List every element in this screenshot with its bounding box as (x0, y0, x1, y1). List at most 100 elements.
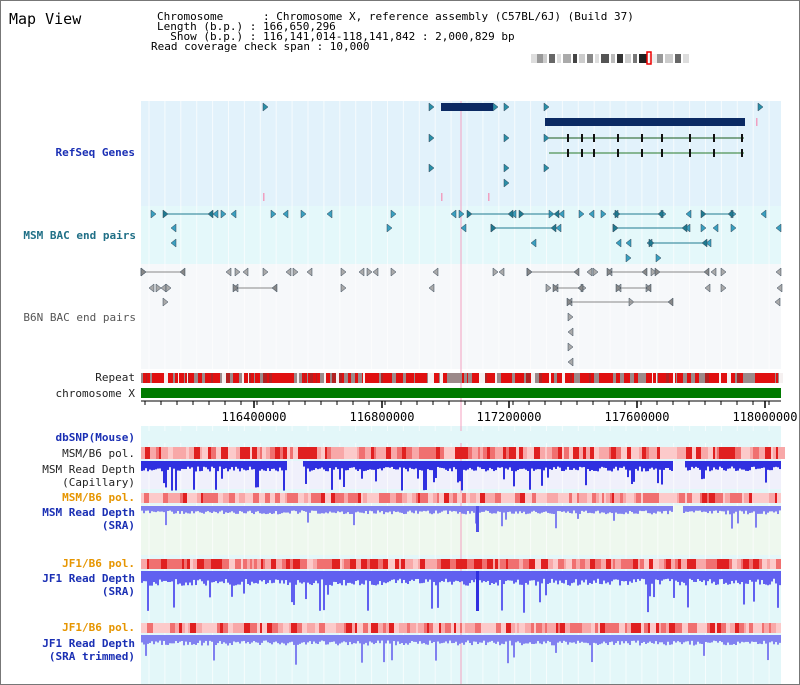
jf1-sra-depth-bar (351, 571, 353, 584)
msm-sra-depth-bar (563, 506, 565, 512)
msm-capillary-depth-bar (303, 461, 305, 467)
msm-sra-depth-bar (209, 506, 211, 513)
msm-sra-depth-bar (383, 506, 385, 515)
repeat-segment (530, 373, 531, 383)
jf1-b6-pol-2-strip (635, 623, 641, 633)
jf1-trimmed-depth-bar (425, 635, 427, 645)
jf1-trimmed-depth-bar (651, 635, 653, 643)
jf1-trimmed-depth-bar (161, 635, 163, 645)
jf1-trimmed-depth-bar (465, 635, 467, 643)
jf1-sra-depth-bar (673, 571, 675, 598)
feature-arrow (685, 209, 692, 219)
msm-capillary-depth-bar (769, 461, 771, 471)
msm-b6-pol-1-strip (527, 447, 530, 459)
msm-sra-depth-bar (365, 506, 367, 511)
jf1-b6-pol-1-strip (553, 559, 558, 569)
repeat-segment (290, 373, 292, 383)
msm-capillary-depth-bar (231, 461, 233, 468)
feature-arrow (262, 267, 269, 277)
jf1-b6-pol-2-strip (252, 623, 257, 633)
track-label-msm-depth-sra[interactable]: MSM Read Depth (SRA) (42, 506, 135, 532)
ideogram-band (649, 54, 657, 63)
jf1-sra-depth-bar (291, 571, 293, 603)
repeat-segment (495, 373, 497, 383)
msm-capillary-depth-bar (237, 461, 239, 469)
jf1-trimmed-depth-bar (421, 635, 423, 644)
track-label-jf1-depth-trimmed[interactable]: JF1 Read Depth (SRA trimmed) (42, 637, 135, 663)
jf1-trimmed-depth-bar (443, 635, 445, 643)
repeat-segment (222, 373, 226, 383)
repeat-segment (372, 373, 374, 383)
feature-arrow (432, 267, 439, 277)
jf1-trimmed-depth-bar (633, 635, 635, 641)
msm-capillary-depth-bar (545, 461, 547, 468)
msm-capillary-depth-bar (345, 461, 347, 471)
jf1-sra-depth-bar (741, 571, 743, 583)
jf1-b6-pol-2-strip (389, 623, 394, 633)
msm-sra-depth-bar (155, 506, 157, 513)
jf1-b6-pol-1-strip (477, 559, 482, 569)
msm-sra-depth-bar (453, 506, 455, 512)
jf1-trimmed-depth-bar (669, 635, 671, 645)
msm-capillary-depth-bar (721, 461, 723, 468)
msm-capillary-depth-bar (419, 461, 421, 471)
jf1-sra-depth-bar (231, 571, 233, 597)
jf1-sra-depth-bar (337, 571, 339, 585)
msm-sra-depth-bar (505, 506, 507, 520)
track-label-jf1-b6-pol-1[interactable]: JF1/B6 pol. (62, 557, 135, 570)
jf1-b6-pol-2-strip (441, 623, 445, 633)
msm-sra-depth-bar (577, 506, 579, 519)
feature-arrow (460, 223, 467, 233)
jf1-b6-pol-2-strip (145, 623, 147, 633)
msm-capillary-depth-bar (639, 461, 641, 467)
jf1-sra-depth-bar (535, 571, 537, 586)
jf1-trimmed-depth-bar (415, 635, 417, 642)
track-label-b6n-bac[interactable]: B6N BAC end pairs (23, 311, 136, 324)
jf1-b6-pol-2-strip (315, 623, 319, 633)
jf1-sra-depth-bar (143, 571, 145, 582)
feature-arrow (612, 223, 619, 233)
jf1-b6-pol-2-strip (272, 623, 276, 633)
track-label-msm-bac[interactable]: MSM BAC end pairs (23, 229, 136, 242)
jf1-sra-depth-bar (233, 571, 235, 586)
msm-capillary-depth-bar (219, 461, 221, 467)
jf1-sra-depth-bar (759, 571, 761, 585)
msm-sra-depth-bar (695, 506, 697, 511)
track-label-dbsnp[interactable]: dbSNP(Mouse) (55, 431, 135, 444)
repeat-segment (559, 373, 560, 383)
jf1-trimmed-depth-bar (721, 635, 723, 643)
msm-sra-depth-bar (759, 506, 761, 514)
msm-sra-depth-bar (557, 506, 559, 512)
track-label-jf1-depth-sra[interactable]: JF1 Read Depth (SRA) (42, 572, 135, 598)
msm-sra-depth-bar (199, 506, 201, 513)
jf1-sra-depth-bar (451, 571, 453, 585)
repeat-segment (202, 373, 205, 383)
repeat-segment (368, 373, 371, 383)
repeat-segment (249, 373, 251, 383)
track-label-jf1-b6-pol-2[interactable]: JF1/B6 pol. (62, 621, 135, 634)
track-label-msm-b6-pol-1[interactable]: MSM/B6 pol. (62, 447, 135, 460)
msm-b6-pol-2-strip (174, 493, 180, 503)
msm-capillary-depth-bar (223, 461, 225, 469)
msm-sra-depth-bar (189, 506, 191, 514)
jf1-trimmed-depth-bar (321, 635, 323, 641)
track-label-repeat[interactable]: Repeat (95, 371, 135, 384)
repeat-segment (640, 373, 641, 383)
msm-capillary-depth-bar (521, 461, 523, 469)
msm-capillary-depth-bar (595, 461, 597, 471)
track-label-refseq[interactable]: RefSeq Genes (55, 146, 135, 159)
track-label-msm-depth-capillary[interactable]: MSM Read Depth (Capillary) (42, 463, 135, 489)
msm-b6-pol-2-strip (536, 493, 542, 503)
feature-arrow (705, 238, 712, 248)
jf1-trimmed-depth-bar (265, 635, 267, 641)
msm-capillary-depth-bar (749, 461, 751, 471)
msm-sra-depth-bar (311, 506, 313, 511)
msm-b6-pol-1-strip (633, 447, 639, 459)
msm-b6-pol-1-strip (759, 447, 765, 459)
msm-capillary-depth-bar (711, 461, 713, 471)
jf1-trimmed-depth-bar (271, 635, 273, 645)
msm-b6-pol-2-strip (470, 493, 476, 503)
jf1-trimmed-depth-bar (469, 635, 471, 643)
track-label-msm-b6-pol-2[interactable]: MSM/B6 pol. (62, 491, 135, 504)
